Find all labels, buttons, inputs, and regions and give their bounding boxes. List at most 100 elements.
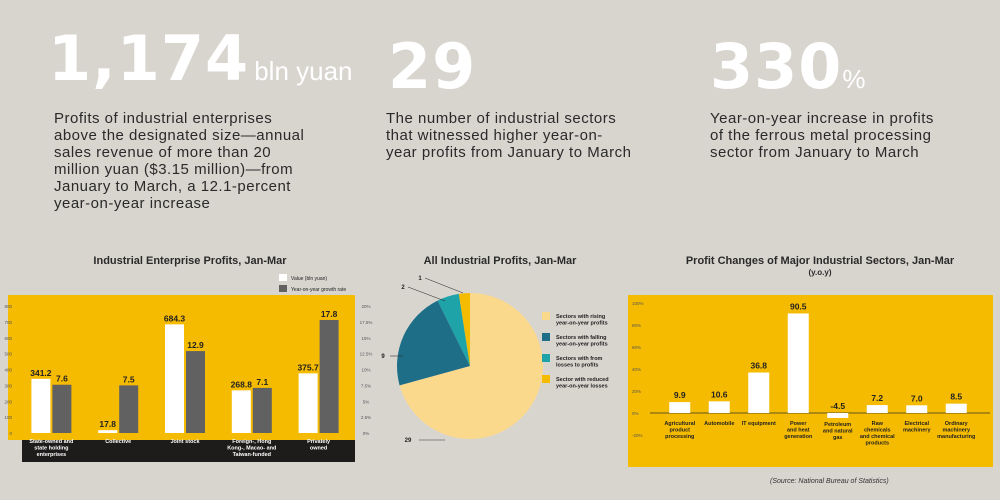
chart1-ytick-right: 5%: [363, 399, 370, 404]
chart2-slice-label: 29: [405, 438, 412, 444]
chart2-slice: [458, 293, 470, 366]
chart1-category-label: Joint stock: [170, 439, 200, 445]
chart3-bar: [787, 313, 809, 413]
chart2-legend-label: year-on-year losses: [556, 384, 608, 390]
chart3-bar: [748, 372, 770, 413]
chart2-legend-swatch: [542, 375, 550, 383]
chart3-ytick: 100%: [632, 301, 644, 306]
chart1-ytick-left: 700: [4, 320, 12, 325]
chart1-value-label: 17.8: [99, 419, 116, 429]
chart2-legend-swatch: [542, 312, 550, 320]
stat-sectors: 29: [388, 36, 476, 98]
chart3-bar: [827, 413, 849, 418]
chart3-category-label: Agricultural: [664, 421, 695, 427]
chart3-category-label: and natural: [823, 428, 853, 434]
chart3-category-label: IT equipment: [742, 421, 776, 427]
chart1-ytick-left: 0: [9, 431, 12, 436]
chart2-slice: [437, 293, 470, 366]
chart1-growth-label: 7.1: [256, 377, 268, 387]
chart3-category-label: processing: [665, 434, 694, 440]
chart3-category-label: chemicals: [864, 428, 891, 434]
chart1-ytick-left: 300: [4, 383, 12, 388]
chart3-bar: [906, 405, 928, 413]
chart1-category-label: State-owned and: [29, 439, 73, 445]
chart1-ytick-right: 2.5%: [361, 415, 371, 420]
chart1-ownership-profits: 0 100 200 300 400 500 600 700 800 0% 2.5% 5% 7.5% 10%…: [4, 274, 373, 462]
chart1-category-label: state holding: [34, 446, 68, 452]
chart2-legend-label: losses to profits: [556, 363, 598, 369]
chart1-value-label: 684.3: [164, 313, 186, 323]
chart1-ytick-right: 12.5%: [360, 352, 373, 357]
chart2-slice: [397, 300, 470, 386]
chart3-value-label: 10.6: [711, 389, 728, 399]
chart2-slice-label: 1: [418, 276, 422, 282]
chart1-title: Industrial Enterprise Profits, Jan-Mar: [93, 255, 287, 267]
chart1-category-label: Privately: [307, 439, 331, 445]
chart1-ytick-left: 100: [4, 415, 12, 420]
chart3-value-label: 7.2: [871, 393, 883, 403]
chart3-bar: [945, 403, 967, 413]
chart3-value-label: 9.9: [674, 390, 686, 400]
chart1-value-label: 375.7: [297, 362, 319, 372]
chart1-legend-growth: Year-on-year growth rate: [291, 287, 346, 293]
chart3-value-label: 7.0: [911, 393, 923, 403]
chart3-ytick: 0%: [632, 411, 639, 416]
chart1-bar-growth: [252, 387, 272, 433]
chart1-category-label: Collective: [105, 439, 131, 445]
chart1-ytick-left: 200: [4, 399, 12, 404]
chart1-bar-growth: [52, 384, 72, 433]
chart3-category-label: manufacturing: [937, 434, 975, 440]
chart3-value-label: 90.5: [790, 301, 807, 311]
stat-sectors-number: 29: [388, 30, 477, 103]
stat-ferrous: 330%: [710, 36, 866, 98]
chart3-category-label: products: [865, 441, 889, 447]
chart2-legend-swatch: [542, 354, 550, 362]
chart3-title: Profit Changes of Major Industrial Secto…: [685, 255, 955, 267]
chart2-legend-label: year-on-year profits: [556, 342, 608, 348]
chart3-category-label: Ordinary: [945, 421, 969, 427]
chart2-slice-label: 9: [381, 354, 385, 360]
chart1-bar-value: [31, 378, 51, 433]
chart2-callout-line: [424, 277, 464, 294]
chart1-category-label: enterprises: [37, 452, 67, 458]
stat-ferrous-number: 330: [710, 30, 843, 103]
chart3-subtitle: (y.o.y): [808, 268, 832, 277]
chart3-ytick: 40%: [632, 367, 641, 372]
chart1-legend-swatch-value: [279, 274, 287, 281]
chart1-value-label: 268.8: [231, 379, 253, 389]
stat-ferrous-desc: Year-on-year increase in profits of the …: [710, 110, 934, 161]
chart1-ytick-right: 10%: [361, 368, 370, 373]
chart1-category-band: [22, 440, 355, 462]
chart3-category-label: machinery: [942, 428, 970, 434]
chart1-bar-growth: [186, 351, 205, 433]
chart1-ytick-left: 800: [4, 304, 12, 309]
chart1-ytick-left: 400: [4, 368, 12, 373]
chart3-bar: [708, 401, 730, 413]
chart2-legend-label: Sectors with rising: [556, 314, 605, 320]
chart1-ytick-right: 7.5%: [361, 383, 371, 388]
chart1-ytick-right: 17.5%: [360, 320, 373, 325]
chart3-category-label: gas: [833, 435, 842, 441]
chart1-legend-swatch-growth: [279, 285, 287, 292]
chart3-panel: [628, 295, 993, 467]
chart3-category-label: and chemical: [860, 434, 895, 440]
chart3-ytick: -20%: [632, 433, 643, 438]
chart1-bar-value: [298, 373, 318, 433]
chart3-category-label: Petroleum: [824, 422, 851, 428]
chart2-legend-label: Sector with reduced: [556, 377, 609, 383]
stat-sectors-desc: The number of industrial sectors that wi…: [386, 110, 632, 161]
stat-profits-unit: bln yuan: [254, 56, 353, 86]
chart3-category-label: and heat: [787, 428, 810, 434]
chart1-ytick-right: 15%: [361, 336, 370, 341]
chart3-category-label: machinery: [903, 428, 931, 434]
stat-profits: 1,174 bln yuan: [48, 28, 353, 90]
chart1-legend-value: Value (bln yuan): [291, 276, 327, 282]
chart1-ytick-left: 600: [4, 336, 12, 341]
chart1-category-label: Taiwan-funded: [233, 452, 271, 458]
chart1-category-label: owned: [310, 446, 327, 452]
chart2-callout-line: [407, 286, 446, 302]
chart2-legend-label: year-on-year profits: [556, 321, 608, 327]
chart1-category-label: Foreign-, Hong: [232, 439, 271, 445]
chart3-category-label: Automobile: [704, 421, 734, 427]
